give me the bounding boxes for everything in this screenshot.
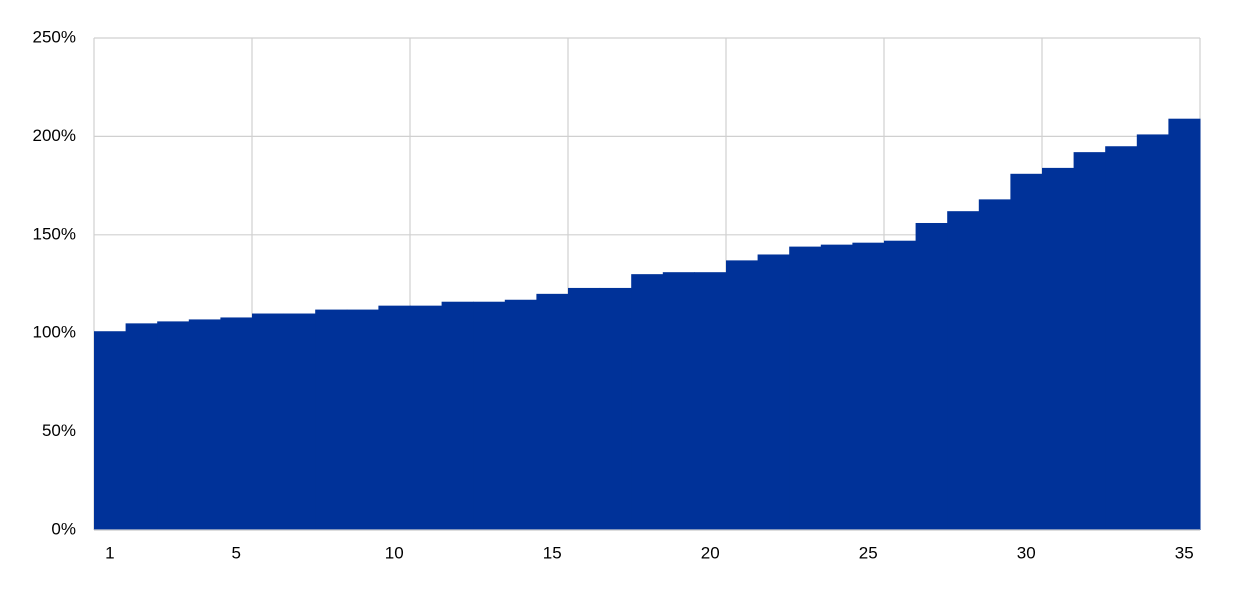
bar [94,331,127,530]
x-tick-label: 15 [543,543,562,562]
x-tick-label: 30 [1017,543,1036,562]
bar [947,211,980,530]
bar [662,272,695,530]
bar [789,246,822,530]
bar [220,317,253,530]
bar [473,301,506,530]
y-tick-label: 200% [33,126,76,145]
x-tick-label: 1 [105,543,114,562]
bar [568,287,601,530]
x-tick-label: 10 [385,543,404,562]
x-tick-label: 35 [1175,543,1194,562]
bar [188,319,221,530]
bar [1042,167,1075,530]
bar [252,313,285,530]
bar [915,222,948,530]
x-tick-label: 25 [859,543,878,562]
bar [504,299,537,530]
y-tick-label: 150% [33,224,76,243]
bar [599,287,632,530]
bar [884,240,917,531]
bar [631,274,664,530]
bar [283,313,316,530]
x-tick-label: 5 [231,543,240,562]
bar [346,309,379,530]
bar [315,309,348,530]
bar [157,321,190,530]
bar [1168,118,1201,531]
bar [1073,152,1106,531]
bar [757,254,790,531]
bar [410,305,443,530]
bar [820,244,853,530]
bar [1136,134,1169,530]
bar [1105,146,1138,531]
bar [694,272,727,530]
x-tick-label: 20 [701,543,720,562]
y-tick-label: 100% [33,323,76,342]
bar [125,323,158,530]
y-tick-label: 250% [33,27,76,46]
bar [378,305,411,530]
bar [536,293,569,530]
bar [978,199,1011,530]
bar [852,242,885,530]
bar [726,260,759,530]
bar [441,301,474,530]
bar [1010,173,1043,531]
y-tick-label: 0% [51,519,76,538]
y-tick-label: 50% [42,421,76,440]
